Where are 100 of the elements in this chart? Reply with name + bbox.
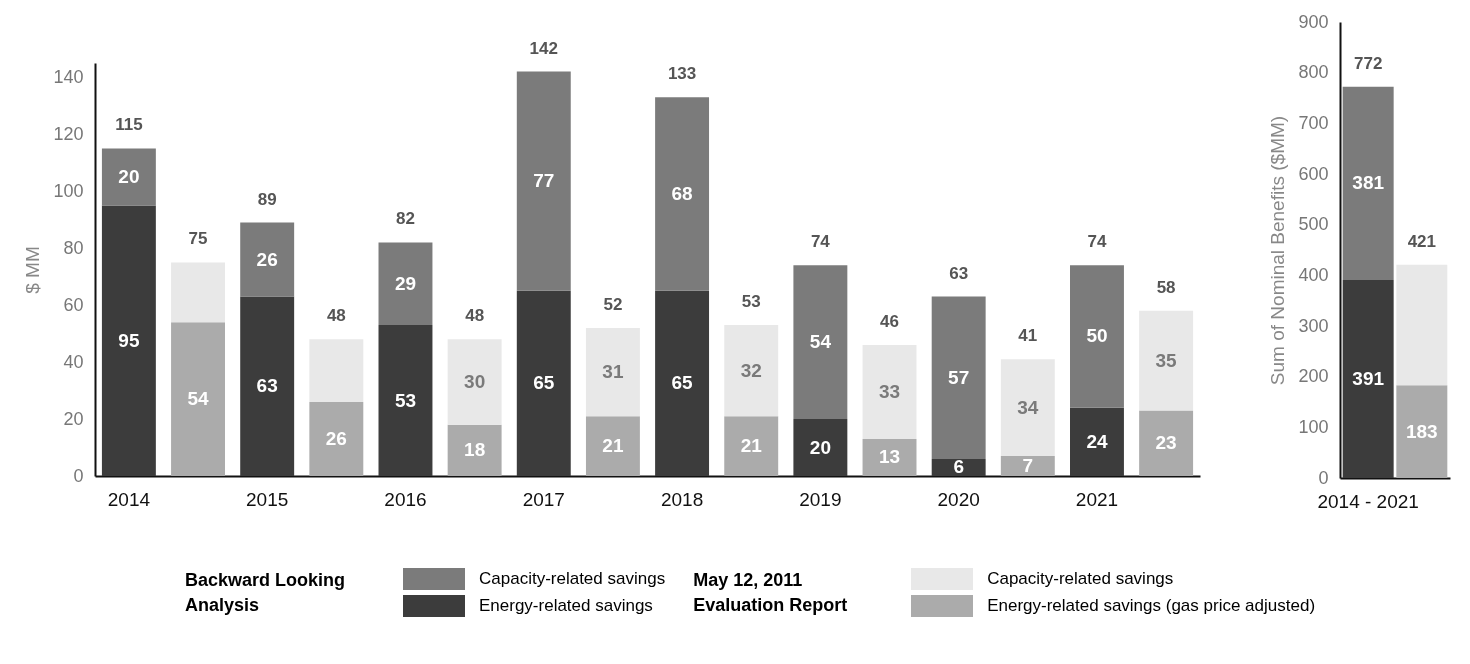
y-tick-label: 60	[63, 294, 84, 315]
y-tick-label: 140	[53, 66, 84, 87]
data-label: 34	[1017, 396, 1039, 418]
bar	[378, 242, 433, 326]
x-tick-label: 2021	[1075, 488, 1119, 510]
total-label: 46	[880, 311, 899, 331]
data-label: 57	[948, 366, 970, 388]
bar	[793, 265, 848, 420]
legend-label: Energy-related savings (gas price adjusted)	[987, 596, 1316, 616]
data-label: 53	[394, 389, 417, 411]
x-tick-label: 2016	[384, 488, 427, 510]
data-label: 26	[325, 427, 347, 449]
data-label: 32	[740, 359, 762, 381]
total-label: 58	[1156, 277, 1176, 297]
data-label: 20	[118, 165, 140, 187]
bar	[862, 438, 917, 476]
x-tick-label: 2020	[937, 488, 980, 510]
y-axis-title: Sum of Nominal Benefits ($MM)	[1267, 115, 1289, 386]
y-tick-label: 400	[1298, 264, 1329, 285]
total-label: 75	[188, 229, 208, 249]
bar	[585, 416, 640, 476]
x-tick-label: 2015	[246, 488, 289, 510]
total-label: 115	[115, 115, 143, 135]
bar	[447, 424, 502, 476]
bar	[171, 262, 225, 323]
bar	[101, 205, 156, 476]
data-label: 6	[953, 456, 964, 478]
y-axis-title: $ MM	[22, 246, 44, 294]
y-tick-label: 100	[1298, 416, 1329, 437]
total-label: 74	[810, 232, 831, 252]
bar	[1070, 265, 1124, 408]
bar	[1139, 410, 1194, 476]
legend-label: Capacity-related savings	[987, 569, 1174, 589]
y-tick-label: 500	[1298, 214, 1329, 235]
data-label: 381	[1352, 172, 1385, 194]
total-label: 48	[465, 306, 485, 326]
data-label: 31	[602, 361, 624, 383]
data-label: 30	[464, 371, 486, 393]
y-tick-label: 0	[1318, 467, 1329, 488]
data-label: 54	[187, 388, 210, 410]
data-label: 54	[809, 331, 832, 353]
data-label: 21	[602, 435, 624, 457]
total-label: 772	[1353, 53, 1383, 73]
bar	[1139, 310, 1194, 411]
text: May 12, 2011 Evaluation Report	[693, 570, 848, 615]
data-label: 95	[118, 329, 140, 351]
total-label: 74	[1087, 232, 1107, 252]
data-label: 21	[740, 435, 763, 457]
data-label: 65	[533, 372, 555, 394]
total-label: 63	[949, 263, 969, 283]
data-label: 391	[1352, 367, 1385, 389]
data-label: 24	[1086, 430, 1108, 452]
bar	[655, 97, 710, 291]
bar	[585, 327, 640, 417]
bar	[309, 401, 364, 476]
y-tick-label: 100	[53, 180, 84, 201]
data-label: 7	[1022, 455, 1034, 477]
total-label: 133	[667, 64, 697, 84]
total-label: 48	[326, 306, 346, 326]
bar	[724, 325, 779, 417]
bar	[378, 325, 433, 476]
bar	[862, 344, 917, 439]
y-tick-label: 0	[73, 465, 84, 486]
legend-label: Energy-related savings	[479, 596, 653, 616]
bar	[931, 296, 986, 459]
total-label: 41	[1018, 326, 1038, 346]
data-label: 20	[809, 436, 831, 458]
total-label: 82	[396, 209, 415, 229]
data-label: 77	[533, 170, 555, 192]
bar	[516, 290, 571, 476]
y-tick-label: 900	[1298, 11, 1329, 32]
y-tick-label: 120	[53, 123, 84, 144]
bar	[1000, 359, 1055, 457]
bar	[240, 296, 295, 476]
x-tick-label: 2018	[660, 488, 704, 510]
data-label: 35	[1155, 349, 1178, 371]
x-tick-label: 2014	[107, 488, 151, 510]
bar	[171, 322, 225, 476]
bar	[447, 339, 502, 425]
data-label: 65	[671, 372, 694, 394]
bar	[240, 222, 295, 297]
bar	[724, 416, 779, 476]
total-label: 52	[603, 294, 623, 314]
bar	[1000, 456, 1055, 476]
data-label: 63	[256, 375, 278, 397]
y-tick-label: 20	[63, 408, 84, 429]
x-tick-label: 2019	[799, 488, 842, 510]
data-label: 18	[464, 439, 486, 461]
x-tick-label: 2014 - 2021	[1317, 490, 1419, 512]
total-label: 89	[257, 189, 277, 209]
y-tick-label: 300	[1298, 315, 1329, 336]
bar	[1070, 407, 1124, 476]
data-label: 33	[878, 380, 901, 402]
bar	[655, 290, 710, 476]
bar	[516, 71, 571, 291]
data-label: 183	[1405, 420, 1438, 442]
data-label: 26	[256, 248, 278, 270]
data-label: 50	[1086, 325, 1108, 347]
x-tick-label: 2017	[522, 488, 565, 510]
y-tick-label: 700	[1298, 112, 1329, 133]
